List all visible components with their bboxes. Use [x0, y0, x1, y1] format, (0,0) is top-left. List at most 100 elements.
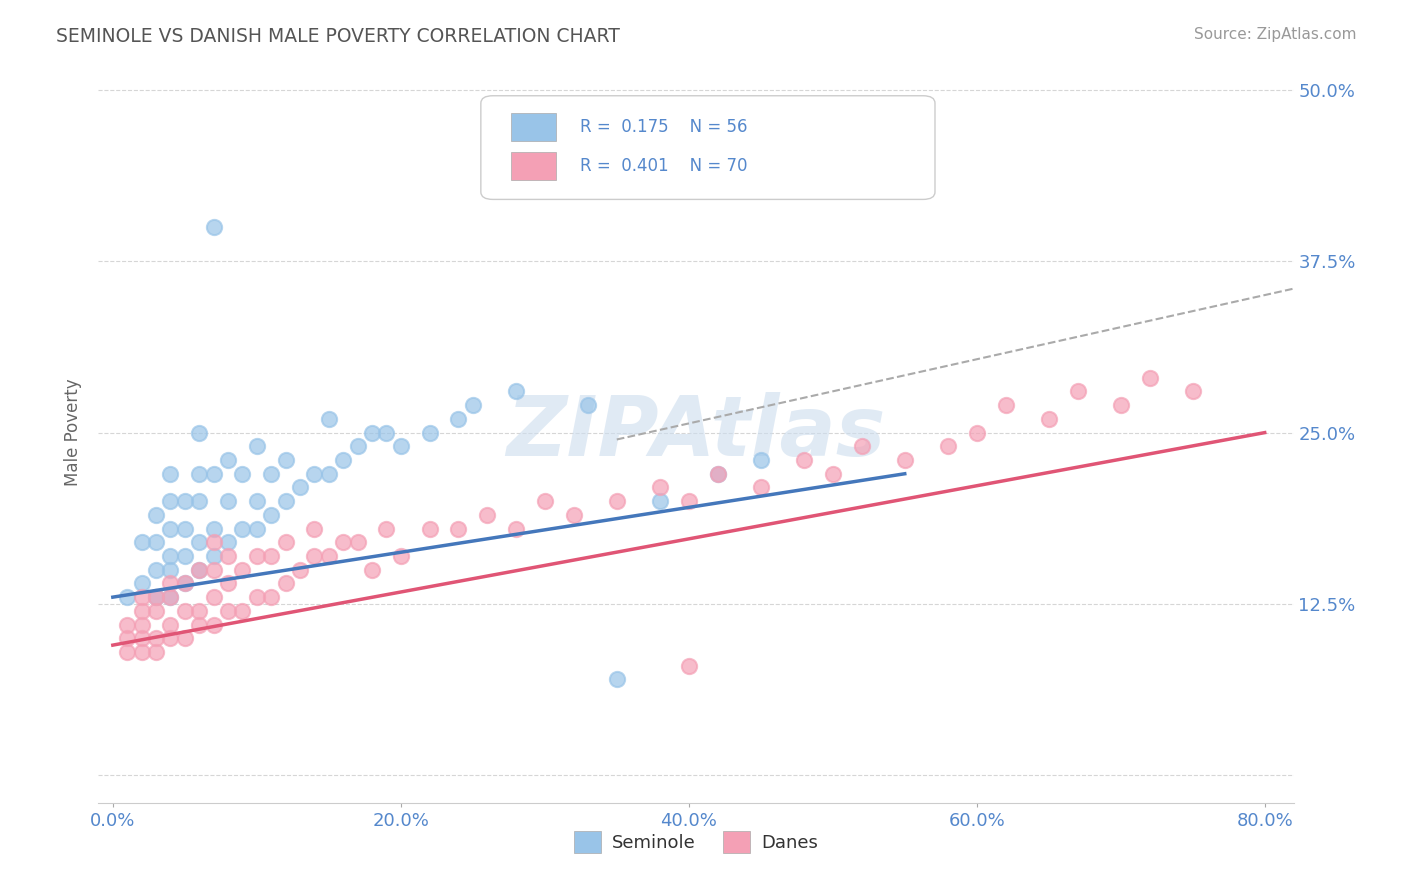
Point [202, 549, 225, 563]
Point [346, 439, 368, 453]
Point [231, 563, 253, 577]
Point [131, 604, 153, 618]
Point [361, 563, 384, 577]
Legend: Seminole, Danes: Seminole, Danes [567, 824, 825, 861]
Point [159, 467, 181, 481]
Point [533, 494, 555, 508]
Text: SEMINOLE VS DANISH MALE POVERTY CORRELATION CHART: SEMINOLE VS DANISH MALE POVERTY CORRELAT… [56, 27, 620, 45]
Point [188, 563, 211, 577]
Point [648, 494, 671, 508]
Point [1139, 371, 1161, 385]
Point [202, 467, 225, 481]
Point [678, 658, 700, 673]
Point [131, 590, 153, 604]
Point [145, 590, 167, 604]
Point [173, 576, 195, 591]
Point [202, 522, 225, 536]
Point [332, 453, 354, 467]
Point [1109, 398, 1132, 412]
Point [173, 494, 195, 508]
Point [131, 576, 153, 591]
Point [145, 535, 167, 549]
Point [304, 522, 326, 536]
Point [419, 425, 441, 440]
Point [231, 522, 253, 536]
Point [131, 645, 153, 659]
Point [231, 467, 253, 481]
Point [361, 425, 384, 440]
Point [217, 453, 239, 467]
Point [145, 590, 167, 604]
Point [274, 453, 297, 467]
Point [678, 494, 700, 508]
Point [231, 604, 253, 618]
Point [159, 563, 181, 577]
Point [217, 535, 239, 549]
Point [447, 412, 470, 426]
Point [318, 467, 340, 481]
Point [246, 522, 269, 536]
Point [375, 522, 398, 536]
Point [375, 425, 398, 440]
Point [188, 467, 211, 481]
Point [145, 645, 167, 659]
Point [188, 604, 211, 618]
Text: R =  0.175    N = 56: R = 0.175 N = 56 [581, 118, 748, 136]
Point [288, 480, 311, 494]
Y-axis label: Male Poverty: Male Poverty [65, 379, 83, 486]
Point [159, 590, 181, 604]
Point [505, 522, 527, 536]
Point [419, 522, 441, 536]
Point [159, 632, 181, 646]
Point [505, 384, 527, 399]
Point [260, 590, 283, 604]
Point [447, 522, 470, 536]
Point [173, 604, 195, 618]
Point [288, 563, 311, 577]
Point [706, 467, 728, 481]
Point [304, 467, 326, 481]
Point [202, 535, 225, 549]
Point [115, 617, 138, 632]
Point [145, 508, 167, 522]
Text: ZIPAtlas: ZIPAtlas [506, 392, 886, 473]
Point [851, 439, 873, 453]
Point [202, 563, 225, 577]
Point [115, 632, 138, 646]
Point [274, 494, 297, 508]
Point [966, 425, 988, 440]
FancyBboxPatch shape [481, 95, 935, 200]
Point [749, 453, 772, 467]
Point [173, 522, 195, 536]
Point [145, 632, 167, 646]
Point [145, 563, 167, 577]
Point [821, 467, 844, 481]
Point [606, 494, 628, 508]
Point [115, 590, 138, 604]
Point [159, 576, 181, 591]
Point [159, 494, 181, 508]
Point [274, 535, 297, 549]
Point [793, 453, 815, 467]
Point [131, 632, 153, 646]
Point [893, 453, 915, 467]
Point [304, 549, 326, 563]
Point [477, 508, 499, 522]
Point [260, 549, 283, 563]
Point [217, 604, 239, 618]
Point [173, 632, 195, 646]
Point [332, 535, 354, 549]
Point [389, 549, 412, 563]
Point [461, 398, 484, 412]
Point [217, 549, 239, 563]
Point [1066, 384, 1088, 399]
Point [173, 576, 195, 591]
Point [145, 604, 167, 618]
Point [246, 439, 269, 453]
Point [346, 535, 368, 549]
Point [576, 398, 599, 412]
Point [159, 617, 181, 632]
Point [318, 549, 340, 563]
Point [260, 508, 283, 522]
Point [202, 219, 225, 234]
